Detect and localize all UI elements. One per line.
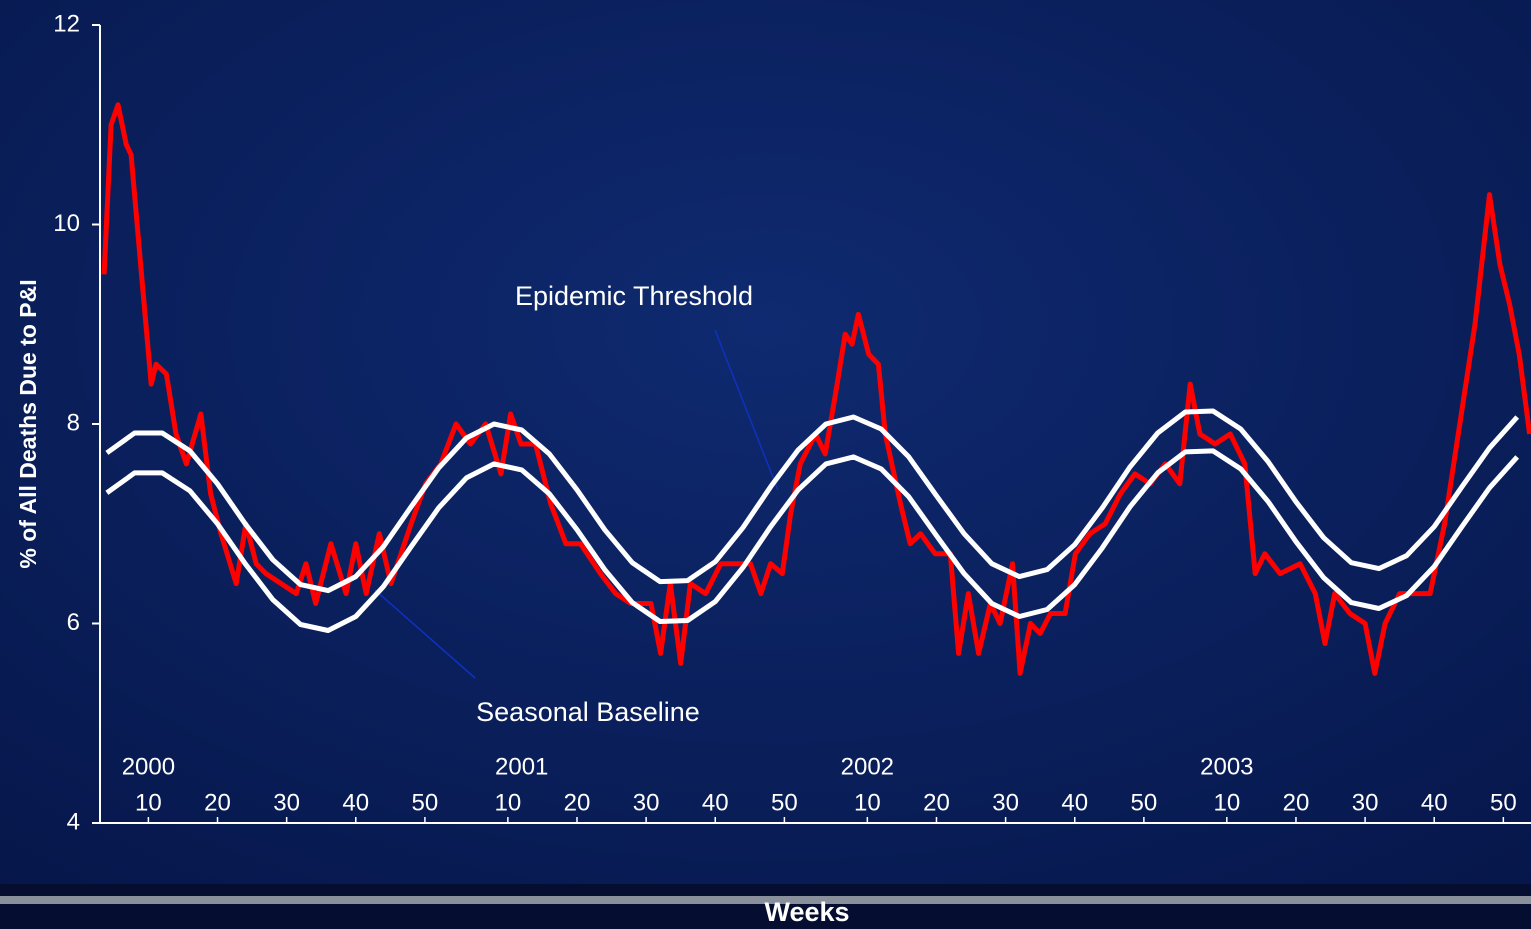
- x-tick-label: 30: [273, 789, 300, 816]
- x-tick-label: 50: [771, 789, 798, 816]
- x-tick-label: 40: [1061, 789, 1088, 816]
- series-line: [101, 102, 1531, 676]
- x-tick-label: 50: [412, 789, 439, 816]
- annotation: Seasonal Baseline: [476, 697, 700, 727]
- x-tick-label: 40: [1421, 789, 1448, 816]
- x-tick-label: 20: [923, 789, 950, 816]
- annotation-pointer: [374, 589, 476, 679]
- x-tick-label: 50: [1490, 789, 1517, 816]
- x-tick-label: 40: [702, 789, 729, 816]
- annotation: Epidemic Threshold: [515, 281, 753, 311]
- year-label: 2000: [122, 753, 175, 780]
- x-tick-label: 20: [204, 789, 231, 816]
- x-tick-label: 30: [633, 789, 660, 816]
- x-tick-label: 40: [342, 789, 369, 816]
- x-tick-label: 10: [1213, 789, 1240, 816]
- x-tick-label: 50: [1131, 789, 1158, 816]
- year-label: 2003: [1200, 753, 1253, 780]
- footer-rule: [0, 896, 1531, 904]
- x-tick-label: 30: [1352, 789, 1379, 816]
- y-tick-label: 4: [67, 808, 80, 835]
- x-axis-title: Weeks: [764, 897, 849, 927]
- y-tick-label: 10: [53, 210, 80, 237]
- annotation-pointer: [714, 329, 779, 491]
- x-tick-label: 10: [854, 789, 881, 816]
- year-label: 2002: [841, 753, 894, 780]
- series-line: [105, 448, 1520, 633]
- series-line: [105, 408, 1520, 594]
- x-tick-label: 10: [495, 789, 522, 816]
- y-axis-title: % of All Deaths Due to P&I: [15, 279, 41, 568]
- y-tick-label: 12: [53, 10, 80, 37]
- footer-band: [0, 884, 1531, 929]
- x-tick-label: 10: [135, 789, 162, 816]
- y-tick-label: 8: [67, 409, 80, 436]
- year-label: 2001: [495, 753, 548, 780]
- x-tick-label: 20: [564, 789, 591, 816]
- x-tick-label: 20: [1283, 789, 1310, 816]
- x-tick-label: 30: [992, 789, 1019, 816]
- y-tick-label: 6: [67, 609, 80, 636]
